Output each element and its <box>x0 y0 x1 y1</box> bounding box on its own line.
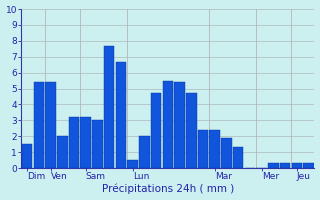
Bar <box>57 136 68 168</box>
Bar <box>127 160 138 168</box>
Bar <box>268 163 279 168</box>
Bar <box>174 82 185 168</box>
Bar <box>280 163 291 168</box>
Bar <box>303 163 314 168</box>
Bar <box>151 93 161 168</box>
Bar <box>221 138 232 168</box>
Bar <box>45 82 56 168</box>
Bar <box>198 130 208 168</box>
Bar <box>22 144 32 168</box>
X-axis label: Précipitations 24h ( mm ): Précipitations 24h ( mm ) <box>102 184 234 194</box>
Bar <box>292 163 302 168</box>
Bar <box>104 46 115 168</box>
Bar <box>34 82 44 168</box>
Bar <box>92 120 103 168</box>
Bar <box>139 136 150 168</box>
Bar <box>233 147 244 168</box>
Bar <box>116 62 126 168</box>
Bar <box>163 81 173 168</box>
Bar <box>210 130 220 168</box>
Bar <box>80 117 91 168</box>
Bar <box>186 93 196 168</box>
Bar <box>69 117 79 168</box>
